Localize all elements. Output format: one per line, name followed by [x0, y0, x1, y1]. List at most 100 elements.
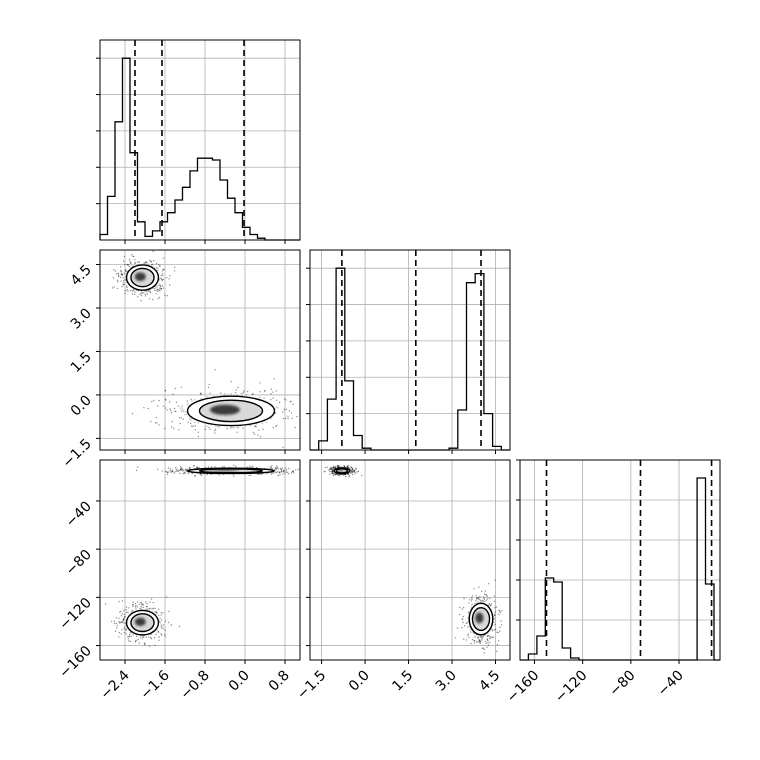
sample-point: [277, 407, 279, 409]
sample-point: [173, 427, 175, 429]
contour-outer: [186, 467, 276, 475]
scatter-param-1-vs-param-2-grid: [310, 460, 510, 660]
sample-point: [126, 289, 128, 291]
sample-point: [343, 465, 345, 467]
sample-point: [146, 605, 148, 608]
sample-point: [468, 602, 470, 604]
sample-point: [284, 472, 286, 474]
sample-point: [324, 466, 326, 469]
sample-point: [134, 291, 136, 293]
sample-point: [482, 647, 485, 649]
sample-point: [140, 292, 142, 294]
sample-point: [334, 466, 336, 468]
sample-point: [146, 293, 148, 295]
sample-point: [454, 637, 457, 639]
sample-point: [295, 469, 297, 471]
sample-point: [179, 472, 181, 475]
sample-point: [489, 637, 491, 640]
sample-point: [201, 474, 203, 476]
sample-point: [282, 411, 284, 413]
sample-point: [141, 636, 144, 638]
sample-point: [274, 467, 277, 470]
sample-point: [143, 262, 146, 265]
sample-point: [125, 606, 128, 608]
sample-point: [124, 264, 126, 266]
sample-point: [332, 467, 335, 469]
sample-point: [271, 465, 273, 467]
sample-point: [495, 606, 498, 608]
x-tick-label: −40: [655, 668, 687, 700]
sample-point: [346, 465, 349, 468]
sample-point: [214, 430, 216, 432]
sample-point: [494, 579, 496, 581]
contour-outer: [125, 609, 160, 636]
sample-point: [122, 618, 125, 620]
sample-point: [162, 287, 164, 289]
sample-point: [160, 287, 162, 290]
sample-point: [180, 410, 182, 413]
sample-point: [473, 632, 475, 635]
sample-point: [473, 642, 475, 644]
sample-point: [141, 638, 143, 640]
sample-point: [355, 467, 357, 469]
sample-point: [129, 640, 131, 643]
sample-point: [479, 636, 481, 638]
sample-point: [112, 277, 115, 279]
contour-inner: [130, 613, 155, 633]
sample-point: [133, 293, 136, 296]
sample-point: [347, 466, 349, 468]
sample-point: [157, 468, 159, 470]
sample-point: [480, 599, 482, 602]
sample-point: [135, 641, 137, 643]
sample-point: [181, 468, 183, 470]
sample-point: [351, 472, 353, 474]
sample-point: [121, 600, 124, 602]
sample-point: [285, 417, 287, 419]
sample-point: [275, 425, 277, 428]
sample-point: [156, 612, 158, 614]
sample-point: [461, 626, 463, 629]
sample-point: [290, 472, 293, 474]
sample-point: [124, 272, 126, 275]
sample-point: [162, 278, 164, 281]
sample-point: [145, 261, 147, 263]
sample-point: [158, 264, 160, 266]
sample-point: [496, 631, 498, 633]
sample-point: [120, 610, 122, 613]
sample-point: [252, 465, 254, 468]
sample-point: [134, 603, 137, 605]
sample-point: [493, 614, 496, 617]
sample-point: [138, 642, 140, 644]
sample-point: [158, 639, 160, 641]
sample-point: [150, 260, 152, 263]
sample-point: [479, 641, 482, 643]
sample-point: [485, 593, 487, 596]
sample-point: [343, 465, 346, 467]
sample-point: [165, 470, 167, 473]
sample-point: [138, 603, 140, 606]
sample-point: [131, 412, 134, 415]
sample-point: [159, 287, 161, 289]
sample-point: [336, 473, 338, 476]
sample-point: [471, 598, 473, 600]
sample-point: [139, 636, 142, 638]
sample-point: [198, 466, 200, 469]
sample-point: [169, 408, 171, 410]
sample-point: [278, 471, 280, 473]
sample-point: [332, 473, 335, 475]
sample-point: [123, 617, 125, 620]
sample-point: [181, 409, 184, 412]
sample-point: [148, 608, 150, 610]
sample-point: [121, 274, 124, 276]
sample-point: [287, 417, 289, 420]
sample-point: [120, 615, 123, 617]
sample-point: [135, 290, 137, 292]
sample-point: [121, 620, 123, 623]
sample-point: [331, 472, 333, 474]
sample-point: [156, 611, 158, 614]
sample-point: [240, 393, 243, 395]
sample-point: [146, 262, 148, 264]
sample-point: [152, 607, 155, 610]
sample-point: [133, 289, 135, 291]
sample-point: [144, 262, 146, 264]
